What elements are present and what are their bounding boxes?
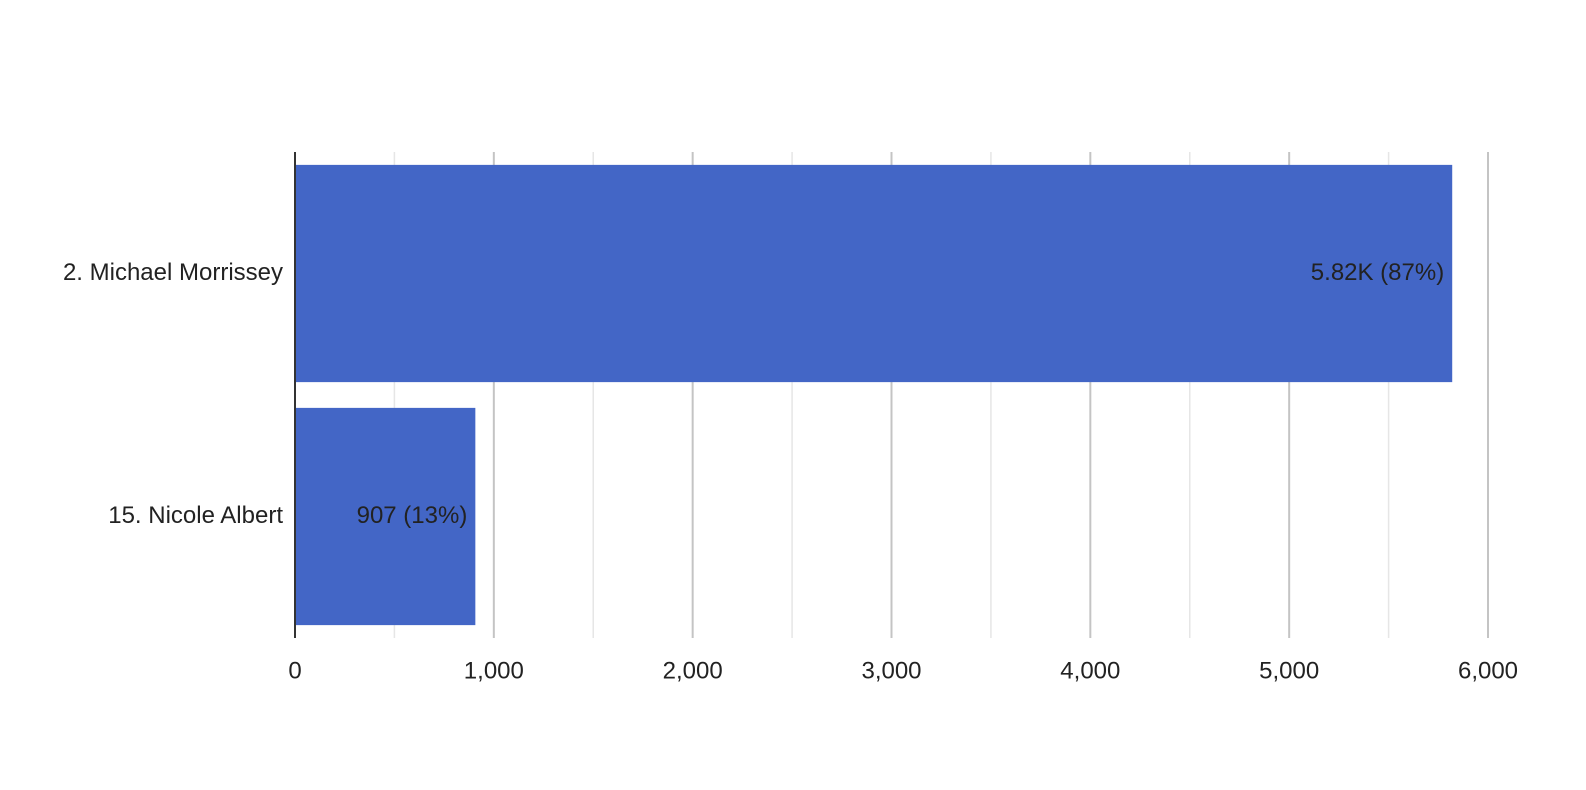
y-tick-label: 15. Nicole Albert [108,502,283,529]
y-tick-label: 2. Michael Morrissey [63,259,283,286]
x-tick-label: 0 [288,657,301,684]
bar [295,164,1453,383]
x-tick-label: 4,000 [1060,657,1120,684]
x-tick-label: 3,000 [861,657,921,684]
x-tick-label: 1,000 [464,657,524,684]
x-tick-label: 6,000 [1458,657,1518,684]
data-label: 907 (13%) [357,502,468,529]
data-label: 5.82K (87%) [1311,259,1444,286]
bar [295,407,476,626]
x-tick-label: 5,000 [1259,657,1319,684]
x-tick-label: 2,000 [663,657,723,684]
